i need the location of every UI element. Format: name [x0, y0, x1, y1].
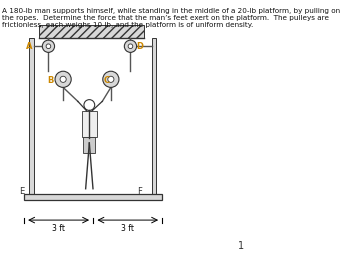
Circle shape	[60, 76, 66, 82]
Text: B: B	[48, 76, 54, 85]
Circle shape	[42, 40, 55, 52]
Text: E: E	[19, 188, 24, 196]
Circle shape	[128, 44, 133, 49]
Polygon shape	[38, 25, 144, 38]
Polygon shape	[152, 38, 156, 195]
Text: 3 ft: 3 ft	[121, 225, 134, 234]
Text: F: F	[137, 188, 142, 196]
Polygon shape	[82, 111, 97, 137]
Text: 1: 1	[238, 241, 244, 251]
Text: C: C	[104, 76, 110, 85]
Polygon shape	[24, 195, 162, 200]
Circle shape	[46, 44, 51, 49]
Text: 3 ft: 3 ft	[52, 225, 65, 234]
Circle shape	[108, 76, 114, 82]
Circle shape	[124, 40, 136, 52]
Polygon shape	[29, 38, 34, 195]
Text: D: D	[136, 42, 144, 51]
Text: A 180-lb man supports himself, while standing in the middle of a 20-lb platform,: A 180-lb man supports himself, while sta…	[2, 8, 340, 28]
Text: A: A	[26, 42, 33, 51]
Circle shape	[84, 100, 95, 110]
Circle shape	[55, 71, 71, 87]
Polygon shape	[83, 137, 96, 153]
Circle shape	[103, 71, 119, 87]
